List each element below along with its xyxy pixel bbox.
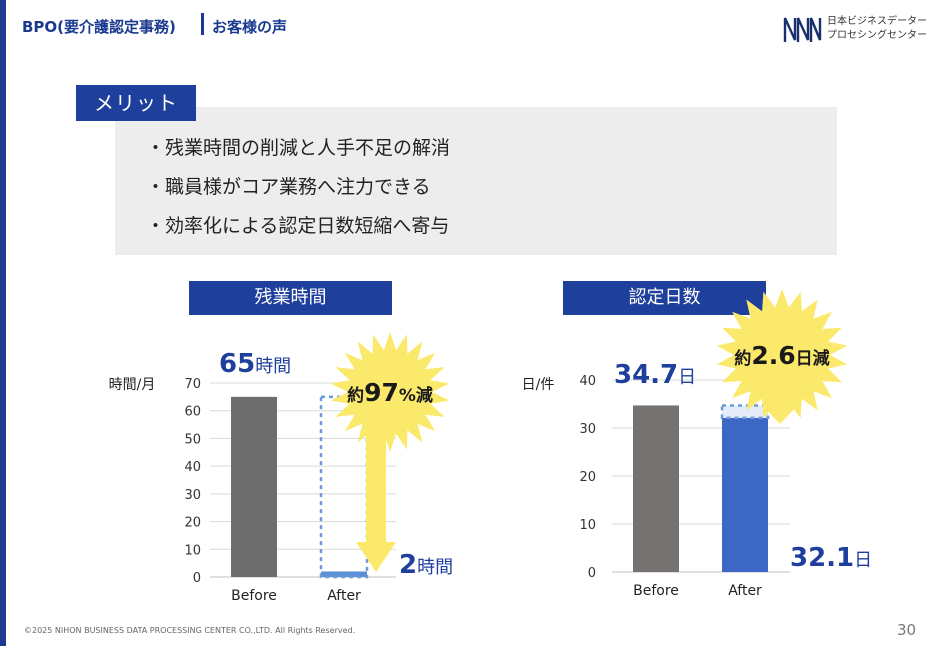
after-unit: 時間: [417, 557, 453, 578]
reduction-suffix: %減: [399, 385, 433, 406]
y-tick-label: 10: [184, 543, 201, 558]
y-tick-label: 30: [184, 488, 201, 503]
merit-item: ・残業時間の削減と人手不足の解消: [146, 137, 451, 159]
reduction-suffix: 日減: [796, 348, 830, 369]
merit-label: メリット: [76, 85, 196, 121]
y-axis-label: 時間/月: [109, 377, 156, 393]
y-tick-label: 40: [579, 374, 596, 389]
y-tick-label: 70: [184, 377, 201, 392]
logo-line-2: プロセシングセンター: [827, 30, 927, 41]
left-accent-bar: [0, 0, 6, 646]
x-tick-label: Before: [231, 588, 277, 604]
before-value: 34.7: [614, 360, 678, 390]
company-logo-icon: [783, 17, 822, 42]
days-chart-title: 認定日数: [563, 281, 766, 315]
reduction-outline: [720, 404, 770, 420]
reduction-prefix: 約: [347, 385, 364, 406]
merit-item: ・職員様がコア業務へ注力できる: [146, 176, 431, 198]
after-value-label: 2時間: [399, 550, 453, 580]
bar-after: [321, 571, 367, 577]
y-tick-label: 20: [184, 516, 201, 531]
before-value-label: 34.7日: [614, 360, 696, 390]
merit-panel: [115, 107, 837, 255]
reduction-burst: [330, 332, 450, 452]
after-unit: 日: [854, 550, 872, 571]
y-tick-label: 50: [184, 432, 201, 447]
page-subtitle: お客様の声: [212, 18, 288, 36]
reduction-value: 97: [364, 378, 399, 407]
logo-line-1: 日本ビジネスデーター: [827, 16, 927, 27]
company-logo-text: 日本ビジネスデーター プロセシングセンター: [827, 15, 927, 43]
after-value: 2: [399, 550, 417, 580]
x-tick-label: Before: [633, 583, 679, 599]
footer-copyright: ©2025 NIHON BUSINESS DATA PROCESSING CEN…: [24, 626, 356, 635]
reduction-label: 約2.6日減: [734, 341, 829, 370]
reduction-burst: [716, 289, 848, 421]
title-divider: [201, 13, 204, 35]
y-tick-label: 0: [588, 566, 596, 581]
reduction-label: 約97%減: [347, 378, 433, 407]
reduction-value: 2.6: [751, 341, 795, 370]
y-tick-label: 60: [184, 405, 201, 420]
before-unit: 日: [678, 367, 696, 388]
page-number: 30: [897, 621, 917, 639]
bar-before: [633, 405, 679, 572]
merit-item: ・効率化による認定日数短縮へ寄与: [146, 215, 450, 237]
x-tick-label: After: [327, 588, 361, 604]
before-value-label: 65時間: [219, 349, 291, 379]
page-title: BPO(要介護認定事務): [22, 18, 176, 36]
y-tick-label: 30: [579, 422, 596, 437]
bar-before: [231, 396, 277, 577]
before-unit: 時間: [255, 356, 291, 377]
before-value: 65: [219, 349, 255, 379]
y-axis-label: 日/件: [522, 377, 555, 393]
y-tick-label: 20: [579, 470, 596, 485]
y-tick-label: 10: [579, 518, 596, 533]
x-tick-label: After: [728, 583, 762, 599]
y-tick-label: 0: [193, 571, 201, 586]
after-value-label: 32.1日: [790, 543, 872, 573]
overtime-chart-title: 残業時間: [189, 281, 392, 315]
y-tick-label: 40: [184, 460, 201, 475]
after-value: 32.1: [790, 543, 854, 573]
bar-after: [722, 417, 768, 572]
reduction-prefix: 約: [734, 348, 751, 369]
